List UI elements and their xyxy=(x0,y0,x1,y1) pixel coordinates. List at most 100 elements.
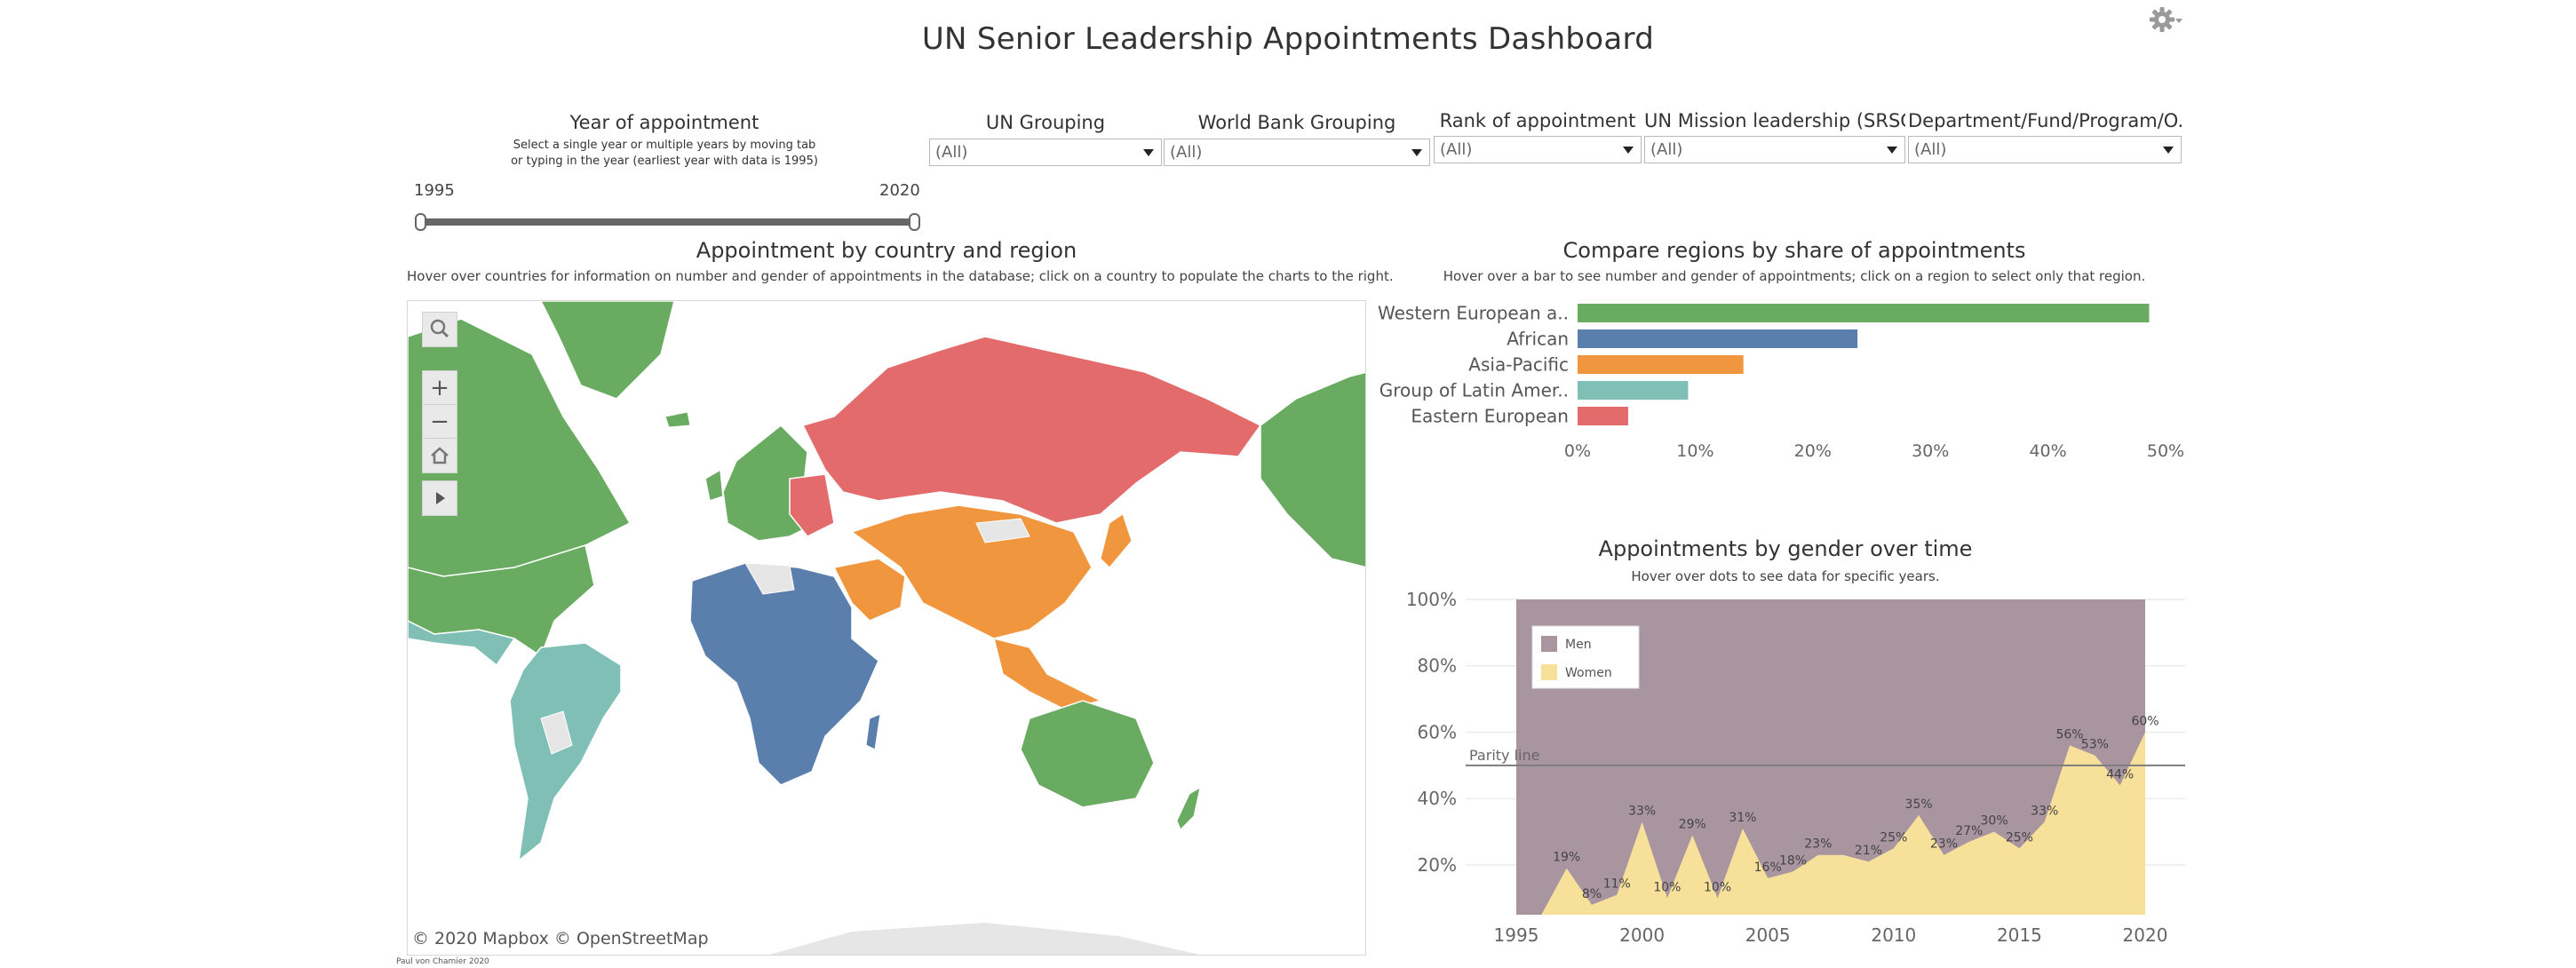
bar-x-tick: 40% xyxy=(2029,441,2066,461)
map-russia xyxy=(801,336,1262,524)
year-filter-label: Year of appointment xyxy=(569,112,759,133)
area-y-tick: 80% xyxy=(1418,655,1457,677)
regions-bar-chart[interactable]: Western European a.. African Asia-Pacific G… xyxy=(1368,293,2185,471)
bar-category-label: Group of Latin Amer.. xyxy=(1379,380,1569,401)
department-select[interactable]: (All) xyxy=(1908,136,2182,163)
area-x-tick: 2005 xyxy=(1745,924,1791,946)
area-data-label: 33% xyxy=(2031,804,2058,818)
area-x-tick: 1995 xyxy=(1494,924,1539,946)
rank-select[interactable]: (All) xyxy=(1434,136,1642,163)
map-pan-button[interactable] xyxy=(422,480,457,516)
legend-swatch-women xyxy=(1541,664,1557,680)
world-map[interactable]: + − xyxy=(407,300,1366,956)
area-data-label: 27% xyxy=(1955,824,1983,838)
area-data-label: 21% xyxy=(1855,844,1882,858)
map-credit: © 2020 Mapbox © OpenStreetMap xyxy=(412,929,709,948)
area-data-label: 30% xyxy=(1981,814,2008,829)
women-area xyxy=(1541,732,2145,915)
area-x-tick: 2010 xyxy=(1871,924,1916,946)
search-icon xyxy=(430,319,449,338)
map-australia xyxy=(1020,700,1155,808)
bar-x-tick: 0% xyxy=(1564,441,1591,461)
map-search-button[interactable] xyxy=(422,312,457,347)
mission-leadership-value: (All) xyxy=(1650,140,1683,159)
map-south-america xyxy=(509,642,622,862)
regions-chart-title: Compare regions by share of appointments xyxy=(1562,238,2026,263)
map-title: Appointment by country and region xyxy=(696,238,1077,263)
bar-2[interactable] xyxy=(1578,355,1744,374)
dashboard-title: UN Senior Leadership Appointments Dashbo… xyxy=(921,21,1655,57)
bar-x-tick: 10% xyxy=(1676,441,1713,461)
legend-label-men: Men xyxy=(1565,638,1592,652)
area-y-tick: 20% xyxy=(1418,854,1457,876)
year-max-value[interactable]: 2020 xyxy=(879,181,920,200)
bar-4[interactable] xyxy=(1578,407,1628,425)
area-data-label: 16% xyxy=(1754,861,1782,875)
map-zoom-in-button[interactable]: + xyxy=(422,370,457,406)
map-africa xyxy=(689,562,879,786)
world-bank-grouping-value: (All) xyxy=(1170,143,1203,162)
year-slider-track[interactable] xyxy=(423,218,917,226)
gender-area-chart[interactable]: 20% 40% 60% 80% 100% Parity line 19% 8%11% 33% 10… xyxy=(1368,577,2185,959)
parity-label: Parity line xyxy=(1469,747,1539,764)
gender-chart-subtitle: Hover over dots to see data for specific… xyxy=(1631,568,1940,584)
area-x-tick: 2020 xyxy=(2123,924,2168,946)
year-filter-help-1: Select a single year or multiple years b… xyxy=(513,139,816,152)
area-data-label: 25% xyxy=(2006,830,2033,845)
area-data-label: 10% xyxy=(1653,880,1681,894)
regions-chart-subtitle: Hover over a bar to see number and gende… xyxy=(1443,268,2146,284)
map-japan xyxy=(1100,513,1133,568)
map-uk xyxy=(704,468,724,502)
rank-label: Rank of appointment xyxy=(1439,110,1636,131)
gender-legend: Men Women xyxy=(1531,625,1640,689)
mission-leadership-select[interactable]: (All) xyxy=(1644,136,1905,163)
area-data-label: 19% xyxy=(1553,851,1580,865)
map-no-data-mongolia xyxy=(975,518,1030,544)
map-zoom-out-button[interactable]: − xyxy=(422,404,457,440)
un-grouping-select[interactable]: (All) xyxy=(929,139,1162,166)
area-data-label: 10% xyxy=(1704,880,1731,894)
area-data-label: 18% xyxy=(1779,853,1807,868)
map-middle-east xyxy=(832,558,906,622)
area-data-label: 56% xyxy=(2055,727,2083,742)
area-data-label: 33% xyxy=(1628,804,1656,818)
bar-x-tick: 50% xyxy=(2147,441,2184,461)
legend-label-women: Women xyxy=(1565,666,1612,680)
world-bank-grouping-select[interactable]: (All) xyxy=(1164,139,1430,166)
minus-icon: − xyxy=(430,409,449,435)
un-grouping-label: UN Grouping xyxy=(985,112,1106,133)
area-data-label: 53% xyxy=(2081,738,2109,752)
gear-icon[interactable] xyxy=(2148,5,2183,36)
chevron-down-icon xyxy=(1143,149,1154,156)
gender-chart-title: Appointments by gender over time xyxy=(1598,536,1973,561)
map-asia xyxy=(850,504,1093,639)
year-slider-end-handle[interactable] xyxy=(909,213,920,231)
un-grouping-value: (All) xyxy=(935,143,968,162)
department-label: Department/Fund/Program/O... xyxy=(1908,110,2182,131)
area-data-label: 11% xyxy=(1603,877,1631,892)
world-map-canvas[interactable] xyxy=(408,301,1366,956)
area-data-label: 23% xyxy=(1804,837,1832,852)
year-min-value[interactable]: 1995 xyxy=(414,181,455,200)
map-eastern-europe xyxy=(789,473,835,537)
map-alaska xyxy=(1260,371,1365,568)
area-y-tick: 100% xyxy=(1406,589,1457,610)
chevron-down-icon xyxy=(1411,149,1422,156)
year-slider-start-handle[interactable] xyxy=(415,213,426,231)
bar-3[interactable] xyxy=(1578,381,1689,400)
map-home-button[interactable] xyxy=(422,438,457,473)
map-mexico xyxy=(408,620,516,667)
area-x-tick: 2015 xyxy=(1997,924,2042,946)
bar-x-tick: 30% xyxy=(1912,441,1949,461)
chevron-down-icon xyxy=(1623,147,1634,154)
area-data-label: 60% xyxy=(2131,714,2159,728)
area-data-label: 29% xyxy=(1679,817,1706,831)
mission-leadership-label: UN Mission leadership (SRSG... xyxy=(1644,110,1905,131)
bar-category-label: Asia-Pacific xyxy=(1468,354,1569,376)
chevron-down-icon xyxy=(1887,147,1897,154)
home-icon xyxy=(431,447,449,464)
bar-0[interactable] xyxy=(1578,304,2150,322)
bar-1[interactable] xyxy=(1578,329,1858,348)
map-subtitle: Hover over countries for information on … xyxy=(407,268,1394,284)
play-icon xyxy=(436,492,445,504)
